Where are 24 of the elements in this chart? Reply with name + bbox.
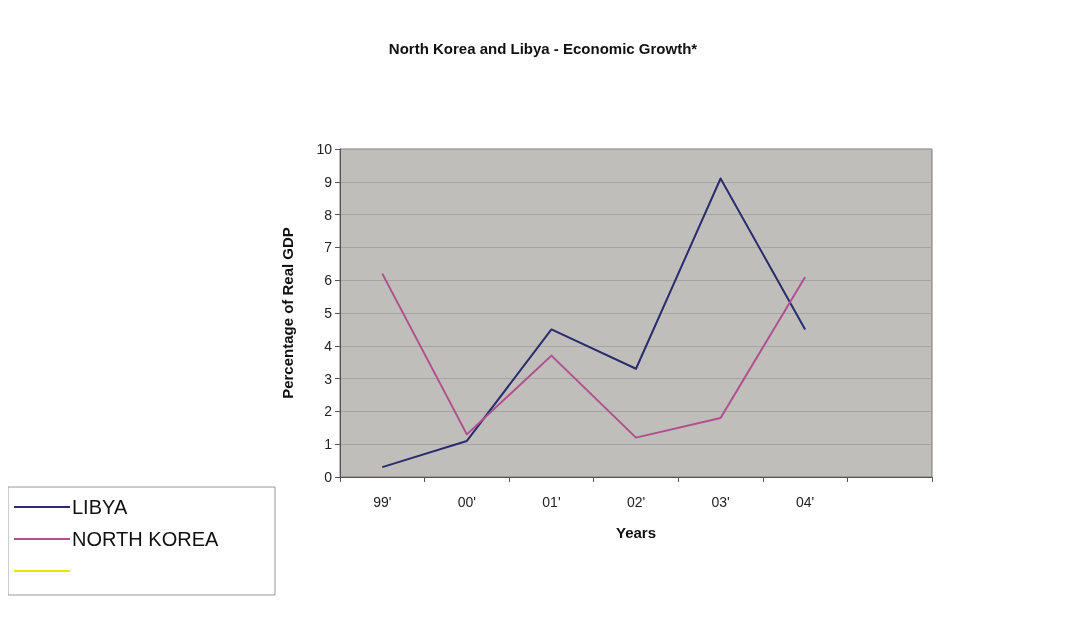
y-tick-label: 10 — [316, 141, 333, 157]
line-series — [381, 272, 807, 439]
y-tick-label: 0 — [324, 469, 333, 485]
x-tick-label: 02' — [626, 494, 646, 510]
x-axis-title: Years — [615, 524, 657, 541]
legend-label: LIBYA — [72, 496, 128, 518]
x-tick-label: 04' — [796, 494, 815, 510]
y-tick-label: 5 — [324, 305, 333, 321]
y-tick-label: 3 — [324, 370, 333, 387]
chart-title: North Korea and Libya - Economic Growth* — [388, 40, 698, 57]
y-tick-label: 7 — [324, 239, 333, 256]
x-tick-label: 99' — [373, 494, 392, 510]
x-tick-label: 03' — [711, 494, 730, 510]
x-tick-label: 00' — [457, 494, 476, 510]
y-axis-title: Percentage of Real GDP — [279, 227, 296, 399]
y-tick-label: 9 — [324, 173, 333, 190]
y-tick-label: 8 — [324, 206, 333, 223]
y-tick-label: 2 — [324, 403, 333, 420]
line-series — [381, 177, 807, 469]
y-tick-label: 1 — [324, 436, 333, 453]
legend-label: NORTH KOREA — [72, 528, 219, 550]
y-tick-label: 6 — [324, 272, 333, 289]
y-tick-label: 4 — [324, 337, 333, 354]
x-tick-label: 01' — [542, 494, 561, 510]
